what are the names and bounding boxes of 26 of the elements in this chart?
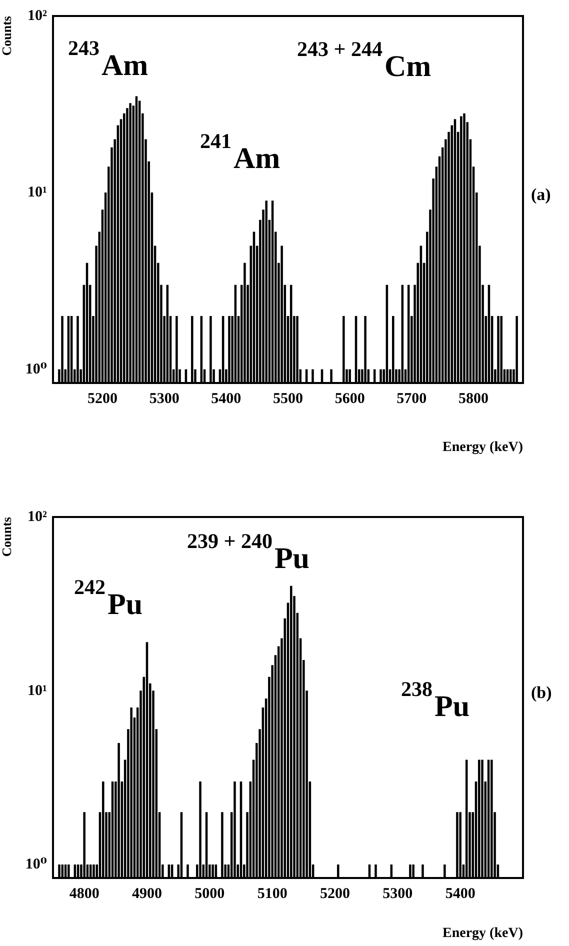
x-tick-label: 4800	[69, 886, 100, 902]
x-tick-label: 5700	[396, 390, 427, 407]
x-tick-label: 5500	[273, 390, 303, 407]
x-tick-label: 5300	[382, 886, 413, 902]
x-tick-label: 5600	[334, 390, 365, 407]
x-tick-label: 5800	[458, 390, 489, 407]
y-axis-title: Counts	[0, 16, 14, 56]
x-axis-title: Energy (keV)	[442, 926, 524, 942]
y-tick-label: 10¹	[28, 682, 47, 699]
x-tick-label: 5400	[445, 886, 476, 902]
y-tick-label: 10⁰	[25, 856, 48, 873]
y-tick-label: 10²	[28, 8, 48, 24]
y-tick-label: 10¹	[28, 184, 47, 201]
x-tick-label: 5200	[320, 886, 350, 902]
x-tick-label: 5000	[194, 886, 225, 902]
x-tick-label: 5200	[87, 390, 118, 407]
x-axis-title: Energy (keV)	[442, 440, 524, 456]
text: (a)	[531, 185, 551, 204]
text: (b)	[531, 683, 552, 702]
x-tick-label: 4900	[132, 886, 162, 902]
x-tick-label: 5100	[257, 886, 288, 902]
y-tick-label: 10⁰	[25, 361, 48, 378]
y-axis-title: Counts	[0, 517, 14, 557]
x-tick-label: 5300	[149, 390, 180, 407]
y-tick-label: 10²	[28, 508, 48, 525]
x-tick-label: 5400	[211, 390, 242, 407]
